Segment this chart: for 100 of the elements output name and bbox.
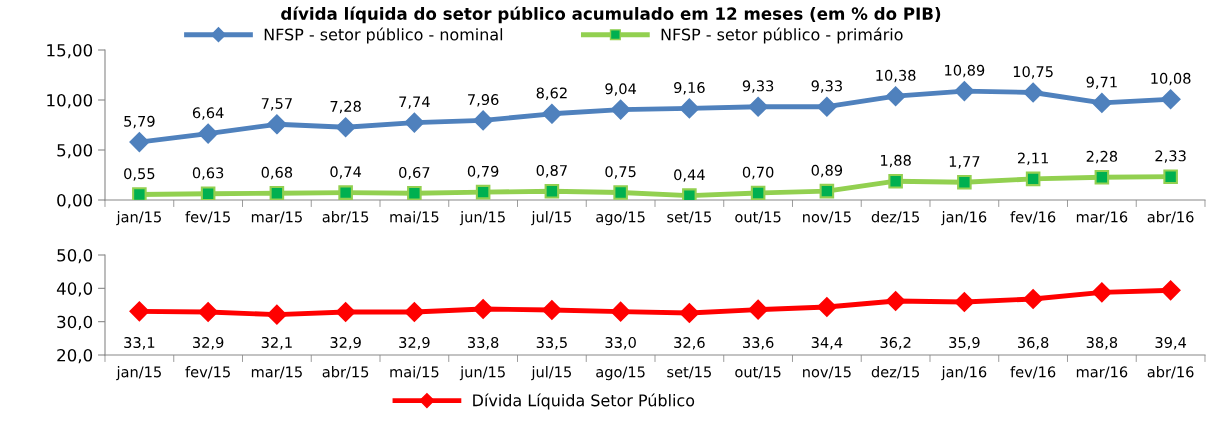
data-label: 10,75 [1013, 66, 1053, 79]
data-label: 2,11 [1017, 152, 1049, 166]
point [132, 187, 147, 200]
point [269, 185, 285, 200]
x-tick-label: mar/16 [1076, 211, 1128, 224]
point [885, 86, 906, 107]
data-label: 0,68 [261, 166, 293, 180]
x-tick-label: mai/15 [390, 366, 439, 379]
point [267, 304, 287, 325]
data-label: 38,8 [1086, 336, 1118, 350]
x-tick-label: out/15 [735, 366, 781, 379]
point [957, 175, 972, 190]
data-label: 0,70 [742, 166, 774, 180]
x-tick-label: jan/15 [116, 211, 161, 226]
data-label: 0,74 [330, 166, 362, 179]
data-label: 9,16 [674, 82, 705, 95]
point [407, 186, 422, 200]
x-tick-label: mar/16 [1076, 366, 1128, 379]
point [750, 185, 766, 200]
data-label: 7,96 [468, 94, 499, 107]
legend-label: NFSP - setor público - nominal [264, 27, 503, 44]
x-tick-label: jan/16 [941, 366, 987, 381]
point [404, 302, 425, 322]
point [1023, 289, 1043, 309]
data-label: 33,1 [124, 336, 155, 350]
point [819, 183, 835, 199]
point [748, 96, 768, 117]
data-label: 5,79 [124, 115, 155, 129]
y-tick-label: 15,00 [47, 43, 93, 59]
point [817, 297, 837, 317]
x-tick-label: abr/15 [322, 211, 369, 224]
x-tick-label: jan/15 [116, 366, 161, 381]
data-label: 9,71 [1086, 76, 1117, 90]
x-tick-label: dez/15 [871, 211, 920, 224]
point [610, 99, 631, 120]
data-label: 9,33 [811, 80, 842, 93]
data-label: 33,0 [605, 336, 636, 350]
point [473, 299, 493, 319]
point [1092, 93, 1112, 113]
data-label: 6,64 [192, 107, 224, 120]
data-label: 7,74 [399, 96, 430, 109]
point [129, 132, 150, 152]
data-label: 1,77 [949, 156, 980, 169]
legend-label: Dívida Líquida Setor Público [473, 393, 695, 410]
data-label: 0,55 [124, 168, 155, 181]
data-label: 36,8 [1018, 336, 1049, 350]
point [679, 303, 700, 323]
data-label: 32,9 [330, 336, 361, 350]
data-label: 1,88 [880, 154, 911, 168]
data-label: 10,38 [876, 69, 916, 83]
data-label: 8,62 [536, 87, 567, 100]
point [1160, 89, 1181, 110]
data-label: 33,8 [468, 336, 499, 350]
data-label: 35,9 [949, 336, 980, 350]
x-tick-label: out/15 [735, 211, 781, 224]
point [1023, 82, 1043, 103]
point [954, 81, 975, 101]
data-label: 2,28 [1086, 150, 1118, 164]
data-label: 10,08 [1151, 72, 1191, 86]
x-tick-label: mar/15 [251, 366, 302, 379]
point [954, 292, 975, 312]
point [682, 188, 697, 200]
point [335, 117, 356, 138]
point [542, 103, 562, 124]
point [473, 110, 493, 131]
y-tick-label: 10,00 [47, 93, 93, 109]
data-label: 33,6 [743, 336, 774, 350]
x-tick-label: mai/15 [390, 211, 439, 224]
x-tick-label: abr/16 [1147, 366, 1194, 379]
y-tick-label: 40,0 [56, 282, 93, 297]
point [338, 185, 353, 200]
y-tick-label: 20,0 [57, 348, 93, 364]
x-tick-label: abr/15 [322, 366, 369, 379]
point [198, 123, 218, 144]
data-label: 39,4 [1155, 336, 1187, 350]
point [885, 291, 906, 311]
x-tick-label: jun/15 [459, 366, 505, 381]
x-tick-label: mar/15 [251, 211, 302, 224]
point [888, 173, 903, 189]
x-tick-label: jun/15 [459, 211, 505, 226]
point [475, 184, 491, 200]
data-label: 32,9 [399, 336, 430, 350]
point [544, 184, 560, 199]
data-label: 2,33 [1155, 150, 1186, 163]
point [404, 112, 425, 133]
data-label: 10,89 [945, 64, 985, 78]
x-tick-label: abr/16 [1147, 211, 1194, 224]
data-label: 32,6 [674, 336, 705, 350]
point [129, 301, 150, 322]
data-label: 0,89 [811, 164, 843, 178]
point [679, 98, 700, 119]
data-label: 7,57 [261, 98, 292, 111]
data-label: 0,75 [605, 166, 636, 179]
x-tick-label: nov/15 [803, 366, 851, 379]
x-tick-label: fev/16 [1010, 211, 1056, 224]
x-tick-label: set/15 [667, 366, 711, 379]
data-label: 7,28 [330, 100, 361, 114]
point [200, 186, 216, 200]
x-tick-label: jul/15 [531, 366, 572, 381]
x-tick-label: fev/16 [1010, 366, 1056, 379]
